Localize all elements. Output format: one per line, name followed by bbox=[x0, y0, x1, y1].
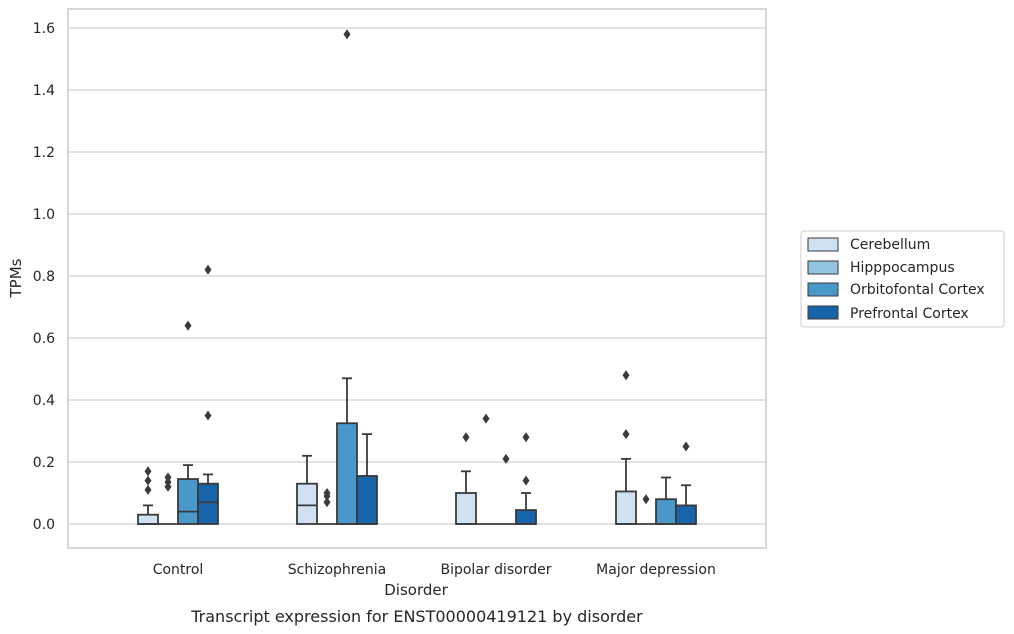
legend-swatch-hippocampus bbox=[807, 260, 839, 275]
boxes bbox=[137, 377, 697, 525]
y-tick-label: 1.0 bbox=[33, 207, 55, 223]
box-prefrontal-cortex-3 bbox=[675, 484, 697, 525]
outlier-point bbox=[482, 413, 490, 424]
y-tick-label: 0.2 bbox=[33, 455, 55, 471]
outlier-point bbox=[144, 475, 152, 486]
outlier-point bbox=[522, 475, 530, 486]
outlier-point bbox=[323, 497, 331, 508]
box-body bbox=[197, 482, 219, 525]
legend: Cerebellum Hipppocampus Orbitofontal Cor… bbox=[800, 230, 1005, 328]
outlier-point bbox=[323, 488, 331, 498]
x-tick-label: Major depression bbox=[596, 562, 716, 578]
outlier-point bbox=[502, 453, 510, 464]
box-body bbox=[177, 478, 199, 525]
y-tick-labels: 0.0 0.2 0.4 0.6 0.8 1.0 1.2 1.4 1.6 bbox=[33, 21, 55, 533]
x-tick-label: Bipolar disorder bbox=[440, 562, 551, 578]
box-body bbox=[137, 513, 159, 525]
outlier-point bbox=[343, 29, 351, 40]
legend-label-prefrontal: Prefrontal Cortex bbox=[850, 306, 969, 322]
legend-frame bbox=[800, 230, 1005, 328]
y-tick-label: 0.4 bbox=[33, 393, 55, 409]
box-body bbox=[675, 504, 697, 525]
y-tick-label: 1.6 bbox=[33, 21, 55, 37]
outlier-point bbox=[204, 410, 212, 421]
box-cerebellum-0 bbox=[137, 504, 159, 525]
box-cerebellum-3 bbox=[615, 457, 637, 525]
y-axis-label: TPMs bbox=[7, 258, 25, 298]
legend-swatch-orbitofrontal bbox=[807, 282, 839, 297]
box-body bbox=[655, 498, 677, 525]
box-body bbox=[296, 482, 318, 525]
legend-label-cerebellum: Cerebellum bbox=[850, 237, 930, 253]
legend-swatch-prefrontal bbox=[807, 305, 839, 320]
box-body bbox=[356, 475, 378, 525]
y-tick-label: 1.4 bbox=[33, 83, 55, 99]
y-tick-label: 0.0 bbox=[33, 517, 55, 533]
x-axis-label: Disorder bbox=[384, 581, 448, 599]
x-tick-labels: Control Schizophrenia Bipolar disorder Majo… bbox=[153, 562, 716, 578]
y-tick-label: 0.8 bbox=[33, 269, 55, 285]
plot-frame bbox=[67, 8, 767, 549]
outlier-point bbox=[682, 441, 690, 452]
y-tick-label: 1.2 bbox=[33, 145, 55, 161]
box-orbitofontal-cortex-3 bbox=[655, 476, 677, 525]
y-tick-label: 0.6 bbox=[33, 331, 55, 347]
outlier-point bbox=[144, 466, 152, 477]
x-tick-label: Control bbox=[153, 562, 204, 578]
box-prefrontal-cortex-2 bbox=[515, 492, 537, 525]
box-cerebellum-1 bbox=[296, 454, 318, 525]
outlier-point bbox=[204, 264, 212, 275]
box-prefrontal-cortex-0 bbox=[197, 473, 219, 525]
legend-swatch-cerebellum bbox=[807, 237, 839, 252]
outlier-point bbox=[184, 320, 192, 331]
outlier-point bbox=[642, 494, 650, 505]
outliers bbox=[144, 29, 690, 508]
box-body bbox=[615, 490, 637, 525]
box-orbitofontal-cortex-1 bbox=[336, 377, 358, 525]
outlier-point bbox=[522, 432, 530, 443]
legend-label-hippocampus: Hipppocampus bbox=[850, 260, 955, 276]
outlier-point bbox=[164, 472, 172, 483]
box-prefrontal-cortex-1 bbox=[356, 433, 378, 525]
outlier-point bbox=[622, 429, 630, 440]
box-cerebellum-2 bbox=[455, 470, 477, 525]
outlier-point bbox=[462, 432, 470, 443]
box-body bbox=[455, 492, 477, 525]
box-body bbox=[336, 422, 358, 525]
outlier-point bbox=[144, 484, 152, 495]
box-orbitofontal-cortex-0 bbox=[177, 464, 199, 525]
chart-caption: Transcript expression for ENST0000041912… bbox=[190, 607, 643, 626]
legend-label-orbitofrontal: Orbitofontal Cortex bbox=[850, 282, 985, 298]
x-tick-label: Schizophrenia bbox=[288, 562, 386, 578]
box-body bbox=[515, 509, 537, 525]
outlier-point bbox=[622, 370, 630, 381]
gridlines bbox=[68, 27, 766, 525]
